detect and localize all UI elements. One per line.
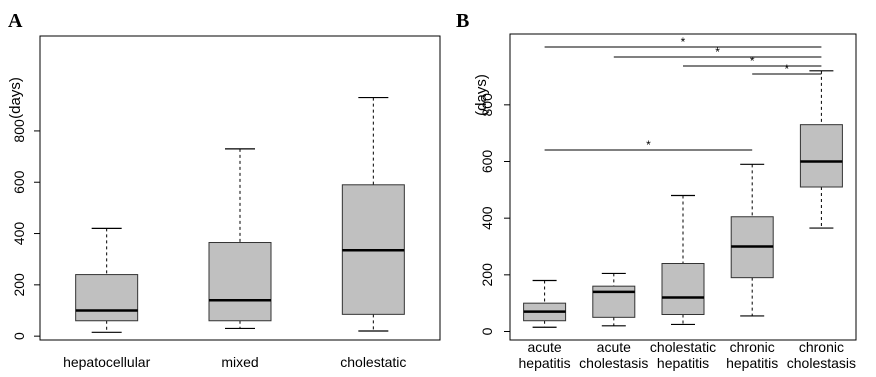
panel-b-letter: B	[456, 10, 469, 32]
category-label-line2: cholestasis	[787, 355, 856, 371]
panel-b-significance-brackets: * * * * *	[544, 35, 822, 152]
significance-star: *	[715, 45, 720, 59]
panel-a-category-labels: hepatocellular mixed cholestatic	[63, 354, 406, 370]
box-2	[341, 96, 405, 332]
category-label: cholestatic	[340, 354, 406, 370]
category-label-line2: hepatitis	[726, 355, 778, 371]
box-0	[75, 227, 139, 333]
box-4	[799, 70, 843, 229]
y-tick-label: 200	[479, 263, 495, 287]
category-label-line2: hepatitis	[519, 355, 571, 371]
box-body	[208, 242, 272, 322]
panel-a-y-axis: 0 200 400 600 800	[11, 119, 41, 340]
category-label-line1: acute	[527, 339, 561, 355]
category-label-line1: cholestatic	[650, 339, 716, 355]
category-label-line1: chronic	[730, 339, 775, 355]
category-label-line2: hepatitis	[657, 355, 709, 371]
significance-star: *	[646, 138, 651, 152]
significance-star: *	[750, 54, 755, 68]
panel-b-y-axis: 0 200 400 600 800	[479, 93, 511, 335]
box-body	[661, 263, 705, 315]
box-0	[523, 279, 567, 328]
y-tick-label: 800	[11, 119, 27, 143]
panel-b-y-axis-label: (days)	[473, 74, 490, 116]
y-tick-label: 600	[479, 150, 495, 174]
panel-a-boxes	[75, 96, 405, 333]
box-body	[75, 274, 139, 322]
y-tick-label: 800	[479, 93, 495, 117]
panel-b-boxes	[523, 70, 843, 328]
y-tick-label: 0	[11, 332, 27, 340]
category-label-line1: chronic	[799, 339, 844, 355]
box-2	[661, 194, 705, 326]
significance-star: *	[784, 62, 789, 76]
panel-b-category-labels: acutehepatitisacutecholestasischolestati…	[519, 339, 857, 371]
y-tick-label: 400	[11, 222, 27, 246]
box-1	[592, 272, 636, 327]
box-1	[208, 148, 272, 330]
category-label: hepatocellular	[63, 354, 151, 370]
category-label-line1: acute	[597, 339, 631, 355]
y-tick-label: 400	[479, 206, 495, 230]
y-tick-label: 0	[479, 327, 495, 335]
box-3	[730, 163, 774, 317]
y-tick-label: 200	[11, 273, 27, 297]
significance-star: *	[681, 35, 686, 49]
category-label: mixed	[221, 354, 258, 370]
category-label-line2: cholestasis	[579, 355, 648, 371]
box-body	[799, 124, 843, 188]
panel-a-y-axis-label: (days)	[7, 77, 24, 119]
panel-a-letter: A	[8, 10, 23, 32]
y-tick-label: 600	[11, 170, 27, 194]
panel-a: A (days) 0 200 400 600 800 hepatocellular mix…	[7, 10, 441, 370]
